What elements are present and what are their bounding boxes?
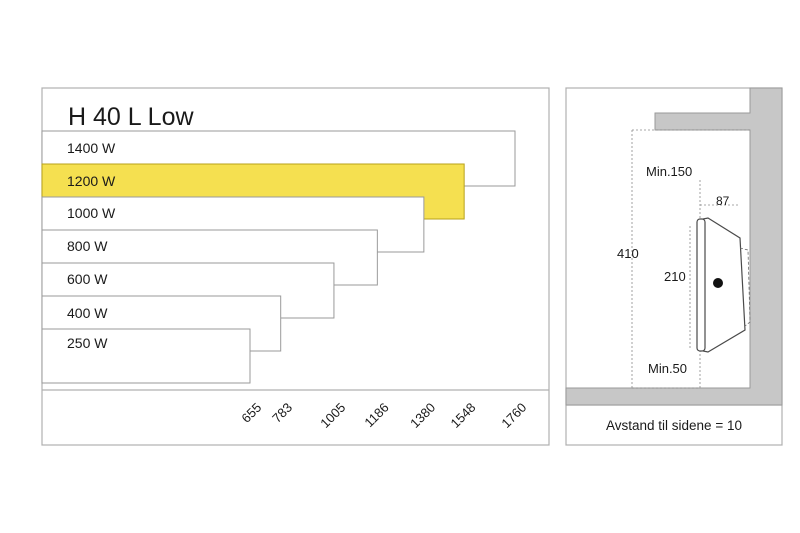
heater-height-label: 210 bbox=[664, 269, 686, 284]
side-clearance-caption: Avstand til sidene = 10 bbox=[606, 418, 742, 433]
power-label: 1200 W bbox=[67, 173, 116, 189]
power-label: 1400 W bbox=[67, 140, 116, 156]
chart-title: H 40 L Low bbox=[68, 103, 194, 131]
power-bar-250w bbox=[41, 328, 251, 384]
power-label: 400 W bbox=[67, 305, 108, 321]
power-label: 1000 W bbox=[67, 205, 116, 221]
depth-label: 87 bbox=[716, 194, 730, 208]
thermostat-knob bbox=[713, 278, 723, 288]
dimension-lines bbox=[631, 129, 750, 389]
mounting-panel bbox=[565, 87, 783, 446]
wall-ceiling-floor bbox=[565, 87, 783, 406]
min-bottom-clearance-label: Min.50 bbox=[648, 361, 687, 376]
length-bars: 1400 W 1200 W 1000 W 800 W 600 W 400 W 250 W bbox=[41, 130, 516, 384]
total-height-label: 410 bbox=[617, 246, 639, 261]
power-label: 800 W bbox=[67, 238, 108, 254]
min-top-clearance-label: Min.150 bbox=[646, 164, 692, 179]
heater-unit bbox=[696, 217, 751, 353]
power-label: 250 W bbox=[67, 335, 108, 351]
power-label: 600 W bbox=[67, 271, 108, 287]
